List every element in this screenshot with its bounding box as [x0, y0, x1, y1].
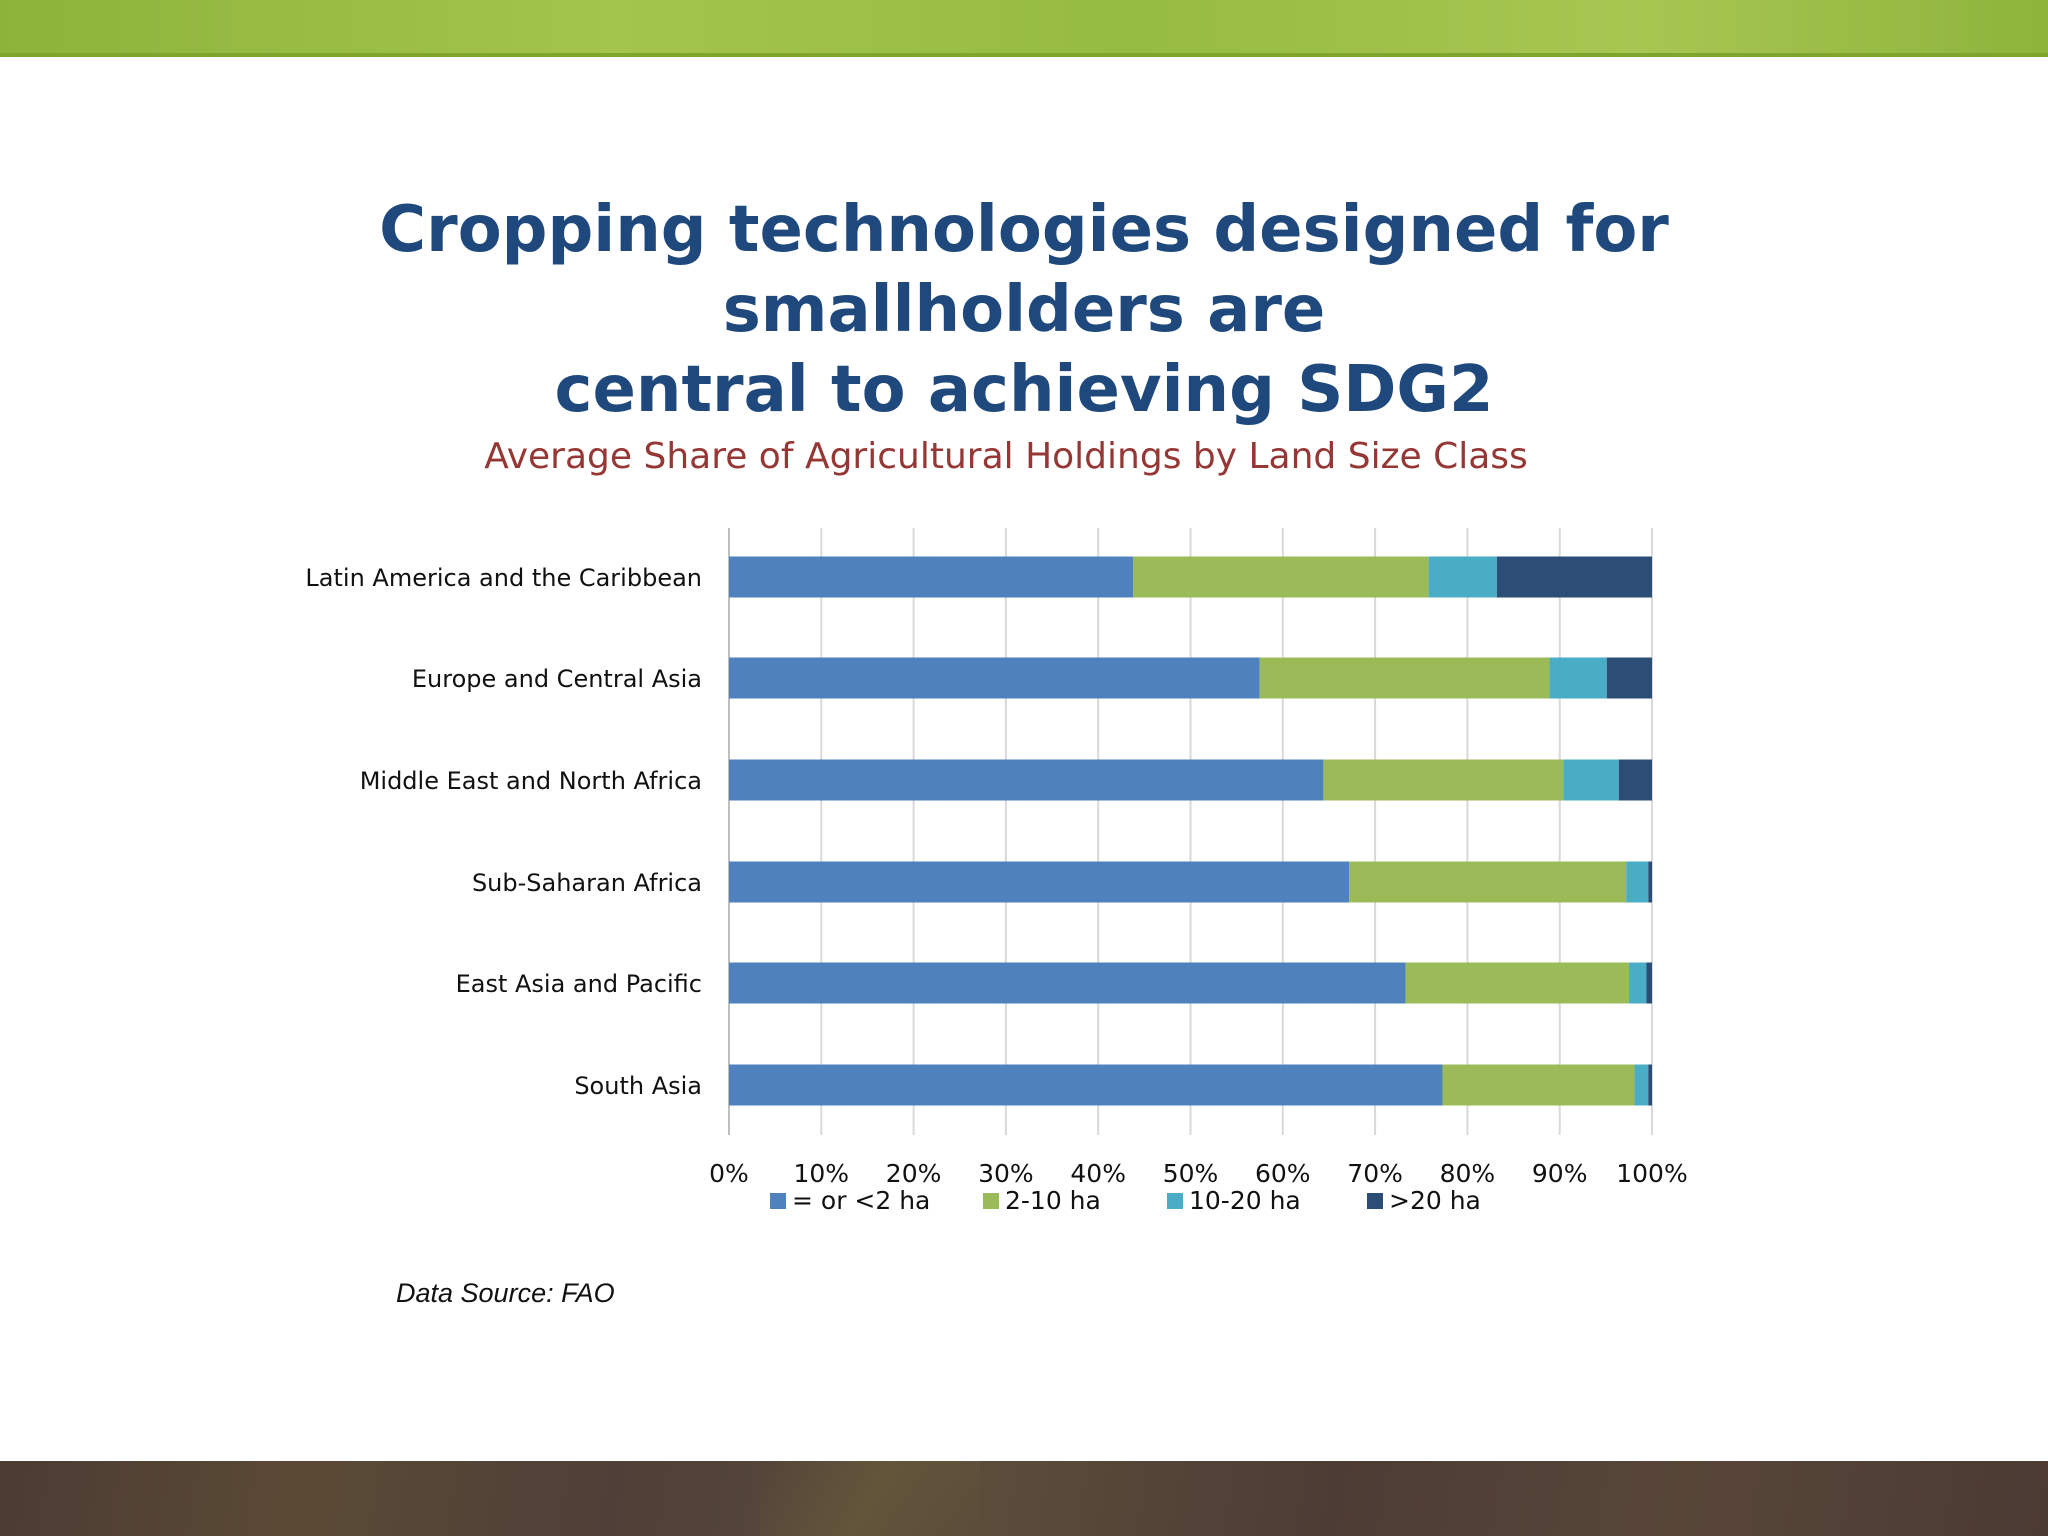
x-tick-label: 0% [709, 1159, 749, 1188]
bar-segment [1606, 657, 1652, 699]
x-tick-label: 10% [794, 1159, 850, 1188]
slide-title: Cropping technologies designed for small… [150, 190, 1898, 430]
legend-item: = or <2 ha [770, 1186, 930, 1215]
legend-label: >20 ha [1389, 1186, 1481, 1215]
bar-segment [1405, 962, 1629, 1004]
x-tick-label: 50% [1163, 1159, 1219, 1188]
bar-segment [1646, 962, 1652, 1004]
category-label: South Asia [574, 1072, 702, 1100]
bar-segment [1648, 1064, 1652, 1106]
legend-item: 10-20 ha [1167, 1186, 1301, 1215]
bar-segment [729, 759, 1324, 801]
slide-title-line-1: Cropping technologies designed for small… [379, 193, 1669, 347]
x-tick-label: 90% [1532, 1159, 1588, 1188]
legend-label: 10-20 ha [1189, 1186, 1301, 1215]
chart-legend: = or <2 ha 2-10 ha 10-20 ha >20 ha [770, 1186, 1770, 1220]
bar-segment [1634, 1064, 1649, 1106]
category-label: Europe and Central Asia [412, 665, 702, 693]
bar-segment [1648, 861, 1652, 903]
legend-label: = or <2 ha [792, 1186, 931, 1215]
legend-swatch [983, 1192, 999, 1209]
category-label: East Asia and Pacific [456, 970, 702, 998]
legend-swatch [1367, 1192, 1383, 1209]
x-tick-label: 30% [978, 1159, 1034, 1188]
bar-segment [1428, 556, 1497, 598]
x-tick-label: 100% [1616, 1159, 1687, 1188]
bar-segment [1626, 861, 1649, 903]
category-label: Sub-Saharan Africa [472, 869, 702, 897]
legend-swatch [770, 1192, 786, 1209]
legend-swatch [1167, 1192, 1183, 1209]
legend-label: 2-10 ha [1005, 1186, 1101, 1215]
chart-title: Average Share of Agricultural Holdings b… [484, 436, 1528, 477]
bar-segment [729, 657, 1260, 699]
legend-item: >20 ha [1367, 1186, 1481, 1215]
top-decorative-band [0, 0, 2048, 57]
bar-segment [1349, 861, 1627, 903]
bar-segment [1563, 759, 1619, 801]
bar-segment [1442, 1064, 1635, 1106]
x-tick-label: 70% [1347, 1159, 1403, 1188]
bar-segment [729, 556, 1134, 598]
bar-segment [729, 861, 1350, 903]
category-label: Middle East and North Africa [360, 767, 702, 795]
bar-segment [1496, 556, 1652, 598]
x-tick-label: 60% [1255, 1159, 1311, 1188]
bar-segment [1618, 759, 1652, 801]
bar-segment [729, 1064, 1443, 1106]
bar-segment [1628, 962, 1647, 1004]
data-source-note: Data Source: FAO [396, 1278, 615, 1308]
x-tick-label: 40% [1070, 1159, 1126, 1188]
slide-title-line-2: central to achieving SDG2 [554, 353, 1494, 427]
category-label: Latin America and the Caribbean [305, 564, 702, 592]
bar-segment [1323, 759, 1564, 801]
bar-segment [729, 962, 1406, 1004]
legend-item: 2-10 ha [983, 1186, 1101, 1215]
x-tick-label: 80% [1440, 1159, 1496, 1188]
bar-segment [1549, 657, 1607, 699]
bar-segment [1259, 657, 1550, 699]
bottom-decorative-band [0, 1461, 2048, 1536]
x-tick-label: 20% [886, 1159, 942, 1188]
bar-segment [1133, 556, 1429, 598]
